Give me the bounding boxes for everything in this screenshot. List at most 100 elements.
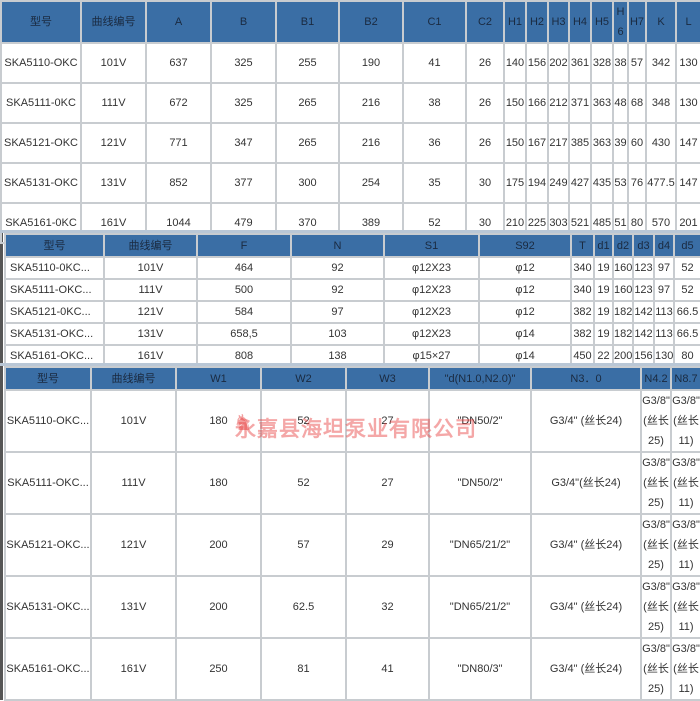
- value-cell: 57: [260, 513, 347, 577]
- column-header: S1: [383, 233, 480, 258]
- table-row: SKA5121-0KC... 121V 584 97 φ12X23 φ12 382 19 182…: [4, 300, 700, 324]
- value-cell: 29: [345, 513, 430, 577]
- value-cell: 200: [175, 575, 262, 639]
- value-cell: 265: [275, 122, 340, 164]
- value-cell: 92: [290, 256, 385, 280]
- value-cell: 101V: [90, 389, 177, 453]
- value-cell: 131V: [103, 322, 198, 346]
- model-cell: SKA5111-OKC...: [4, 278, 105, 302]
- model-cell: SKA5121-OKC: [0, 122, 82, 164]
- value-cell: 200: [175, 513, 262, 577]
- value-cell: 147: [675, 122, 700, 164]
- value-cell: 32: [345, 575, 430, 639]
- value-cell: 36: [402, 122, 467, 164]
- value-cell: φ12X23: [383, 322, 480, 346]
- value-cell: 52: [260, 451, 347, 515]
- value-cell: 53: [612, 162, 629, 204]
- value-cell: 121V: [90, 513, 177, 577]
- value-cell: G3/8" (丝长25): [640, 389, 672, 453]
- column-header: N3．0: [530, 366, 642, 391]
- value-cell: 658,5: [196, 322, 292, 346]
- value-cell: 361: [568, 42, 592, 84]
- value-cell: 427: [568, 162, 592, 204]
- value-cell: 41: [402, 42, 467, 84]
- value-cell: 68: [627, 82, 647, 124]
- column-header: H4: [568, 0, 592, 44]
- model-cell: SKA5121-0KC...: [4, 300, 105, 324]
- value-cell: 101V: [80, 42, 147, 84]
- column-header: N8.7: [670, 366, 700, 391]
- value-cell: 477.5: [645, 162, 677, 204]
- value-cell: 385: [568, 122, 592, 164]
- value-cell: 103: [290, 322, 385, 346]
- value-cell: 113: [653, 322, 675, 346]
- value-cell: 464: [196, 256, 292, 280]
- value-cell: 142: [632, 322, 655, 346]
- value-cell: 101V: [103, 256, 198, 280]
- model-cell: SKA5161-OKC...: [4, 637, 92, 701]
- column-header: H6: [612, 0, 629, 44]
- value-cell: G3/8" (丝长25): [640, 513, 672, 577]
- value-cell: 202: [547, 42, 570, 84]
- value-cell: 113: [653, 300, 675, 324]
- value-cell: 30: [465, 162, 505, 204]
- value-cell: 160: [612, 256, 634, 280]
- table-row: SKA5110-OKC... 101V 180 52 27 "DN50/2" G3/4" (…: [4, 389, 700, 453]
- column-header: A: [145, 0, 212, 44]
- value-cell: 130: [675, 82, 700, 124]
- value-cell: 254: [338, 162, 404, 204]
- value-cell: G3/8" (丝长25): [640, 451, 672, 515]
- value-cell: φ12X23: [383, 278, 480, 302]
- value-cell: 92: [290, 278, 385, 302]
- model-cell: SKA5110-OKC: [0, 42, 82, 84]
- value-cell: 26: [465, 122, 505, 164]
- table-separator: [0, 230, 700, 233]
- value-cell: 430: [645, 122, 677, 164]
- value-cell: 175: [503, 162, 527, 204]
- column-header: H3: [547, 0, 570, 44]
- value-cell: 26: [465, 42, 505, 84]
- value-cell: 190: [338, 42, 404, 84]
- column-header: S92: [478, 233, 572, 258]
- value-cell: 161V: [90, 637, 177, 701]
- value-cell: 111V: [103, 278, 198, 302]
- column-header: d1: [593, 233, 614, 258]
- value-cell: 140: [503, 42, 527, 84]
- dimensions-table-1: 型号 曲线编号 A B B1 B2 C1 C2 H1 H2 H3 H4 H5 H6 H7 K L SKA5110…: [0, 0, 700, 244]
- table-row: SKA5111-0KC 111V 672 325 265 216 38 26 150 166 212…: [0, 82, 700, 124]
- column-header: H1: [503, 0, 527, 44]
- value-cell: φ12: [478, 300, 572, 324]
- value-cell: 147: [675, 162, 700, 204]
- value-cell: G3/4" (丝长24): [530, 637, 642, 701]
- value-cell: G3/8" (丝长11): [670, 389, 700, 453]
- value-cell: 27: [345, 451, 430, 515]
- value-cell: 156: [632, 344, 655, 368]
- value-cell: φ12: [478, 256, 572, 280]
- value-cell: 52: [673, 256, 700, 280]
- column-header: N4.2: [640, 366, 672, 391]
- column-header: H7: [627, 0, 647, 44]
- value-cell: 81: [260, 637, 347, 701]
- value-cell: G3/4" (丝长24): [530, 575, 642, 639]
- column-header: d4: [653, 233, 675, 258]
- value-cell: 182: [612, 300, 634, 324]
- value-cell: 249: [547, 162, 570, 204]
- value-cell: 340: [570, 278, 595, 302]
- value-cell: 57: [627, 42, 647, 84]
- value-cell: 217: [547, 122, 570, 164]
- value-cell: 672: [145, 82, 212, 124]
- table-row: SKA5131-OKC... 131V 200 62.5 32 "DN65/21/2" G3…: [4, 575, 700, 639]
- value-cell: 142: [632, 300, 655, 324]
- column-header: L: [675, 0, 700, 44]
- value-cell: 121V: [80, 122, 147, 164]
- value-cell: φ12: [478, 278, 572, 302]
- value-cell: 584: [196, 300, 292, 324]
- column-header: B: [210, 0, 277, 44]
- value-cell: 363: [590, 82, 614, 124]
- value-cell: 156: [525, 42, 549, 84]
- column-header: K: [645, 0, 677, 44]
- value-cell: 130: [675, 42, 700, 84]
- value-cell: 66.5: [673, 322, 700, 346]
- value-cell: G3/8" (丝长11): [670, 575, 700, 639]
